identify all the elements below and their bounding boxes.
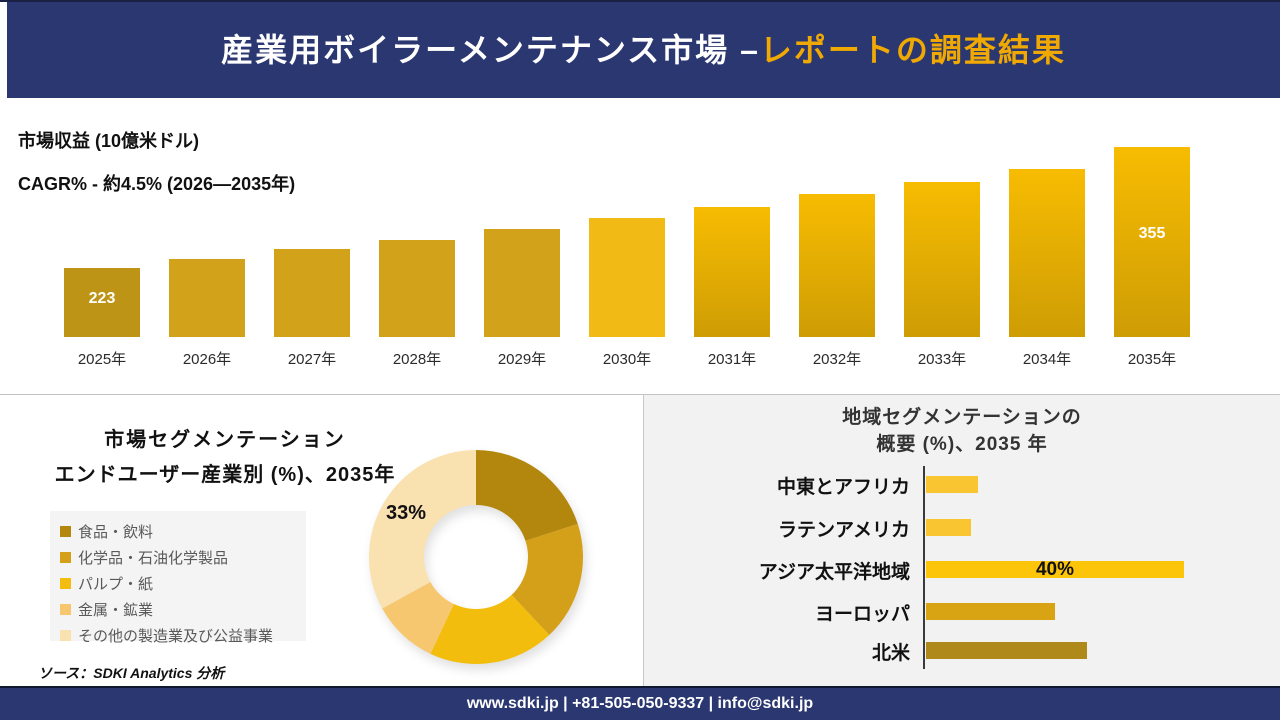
report-header: 産業用ボイラーメンテナンス市場 –レポートの調査結果 — [7, 2, 1280, 98]
bar-value-label: 355 — [1138, 225, 1166, 242]
region-label: ラテンアメリカ — [777, 520, 910, 541]
legend-swatch — [60, 629, 71, 641]
year-label: 2029年 — [497, 351, 547, 368]
revenue-bar-2035年: 355 — [1114, 147, 1190, 337]
legend-swatch — [60, 525, 71, 537]
region-bar-ヨーロッパ — [926, 603, 1055, 620]
legend-item: 化学品・石油化学製品 — [60, 544, 306, 570]
revenue-chart-cagr: CAGR% - 約4.5% (2026―2035年) — [18, 174, 296, 194]
region-label: アジア太平洋地域 — [758, 562, 910, 583]
revenue-bar-2033年 — [904, 182, 980, 337]
donut-segment-4 — [369, 450, 476, 609]
revenue-bar-2034年 — [1009, 169, 1085, 337]
report-title-accent: レポートの調査結果 — [759, 32, 1066, 68]
region-bar-value-label: 40% — [1035, 559, 1075, 580]
revenue-bar-2030年 — [589, 218, 665, 337]
legend-label: 食品・飲料 — [78, 523, 154, 541]
donut-chart — [369, 450, 583, 664]
year-label: 2032年 — [812, 351, 862, 368]
legend-item: 食品・飲料 — [60, 518, 306, 544]
region-title-line1: 地域セグメンテーションの — [842, 407, 1082, 428]
region-bar-ラテンアメリカ — [926, 519, 971, 536]
legend-swatch — [60, 551, 71, 563]
revenue-bar-2032年 — [799, 194, 875, 337]
donut-segment-2 — [430, 594, 550, 664]
revenue-bar-2026年 — [169, 259, 245, 337]
source-note: ソース：SDKI Analytics 分析 — [38, 665, 225, 681]
year-label: 2028年 — [392, 351, 442, 368]
donut-segment-3 — [382, 582, 454, 654]
donut-segment-0 — [476, 450, 578, 541]
legend-item: 金属・鉱業 — [60, 596, 306, 622]
region-bar-中東とアフリカ — [926, 476, 978, 493]
year-label: 2033年 — [917, 351, 967, 368]
region-title-line2: 概要 (%)、2035 年 — [876, 434, 1048, 455]
year-label: 2035年 — [1127, 351, 1177, 368]
legend-label: 金属・鉱業 — [78, 601, 154, 619]
segmentation-title: 市場セグメンテーション — [104, 429, 346, 451]
year-label: 2027年 — [287, 351, 337, 368]
report-title: 産業用ボイラーメンテナンス市場 –レポートの調査結果 — [7, 2, 1280, 98]
donut-segment-1 — [511, 523, 583, 635]
legend-label: その他の製造業及び公益事業 — [78, 627, 274, 645]
year-label: 2026年 — [182, 351, 232, 368]
region-bar-アジア太平洋地域: 40% — [926, 559, 1184, 580]
revenue-bar-2029年 — [484, 229, 560, 337]
year-label: 2034年 — [1022, 351, 1072, 368]
footer-bar: www.sdki.jp | +81-505-050-9337 | info@sd… — [0, 686, 1280, 720]
report-title-main: 産業用ボイラーメンテナンス市場 – — [221, 32, 760, 68]
segmentation-panel: 市場セグメンテーション エンドユーザー産業別 (%)、2035年 食品・飲料化学… — [0, 395, 642, 689]
donut-callout-label: 33% — [386, 502, 427, 524]
top-border-line — [0, 0, 1280, 2]
revenue-bar-chart: 223 2025年 2026年 2027年 2028年 2029年 2030年 2031年 20… — [64, 147, 1194, 368]
bar-value-label: 223 — [88, 290, 116, 307]
revenue-bar-2031年 — [694, 207, 770, 337]
segmentation-legend: 食品・飲料化学品・石油化学製品 パルプ・紙金属・鉱業その他の製造業及び公益事業 — [50, 511, 306, 645]
region-bar-北米 — [926, 642, 1087, 659]
revenue-bar-2025年: 223 — [64, 268, 140, 337]
region-chart-axis — [923, 466, 925, 669]
legend-item: その他の製造業及び公益事業 — [60, 622, 306, 648]
legend-label: パルプ・紙 — [78, 575, 154, 593]
year-label: 2025年 — [77, 351, 127, 368]
revenue-chart-title: 市場収益 (10億米ドル) — [18, 131, 200, 151]
revenue-bar-2027年 — [274, 249, 350, 337]
year-label: 2030年 — [602, 351, 652, 368]
region-panel: 地域セグメンテーションの 概要 (%)、2035 年 中東とアフリカ ラテンアメリ… — [643, 395, 1280, 689]
legend-label: 化学品・石油化学製品 — [78, 549, 229, 567]
revenue-bar-2028年 — [379, 240, 455, 337]
legend-item: パルプ・紙 — [60, 570, 306, 596]
region-label: 北米 — [871, 643, 910, 664]
segmentation-subtitle: エンドユーザー産業別 (%)、2035年 — [54, 464, 396, 486]
year-label: 2031年 — [707, 351, 757, 368]
footer-contact: www.sdki.jp | +81-505-050-9337 | info@sd… — [466, 695, 814, 712]
bottom-section: 市場セグメンテーション エンドユーザー産業別 (%)、2035年 食品・飲料化学… — [0, 394, 1280, 689]
region-label: 中東とアフリカ — [776, 477, 910, 498]
legend-swatch — [60, 577, 71, 589]
legend-swatch — [60, 603, 71, 615]
region-label: ヨーロッパ — [814, 604, 910, 625]
